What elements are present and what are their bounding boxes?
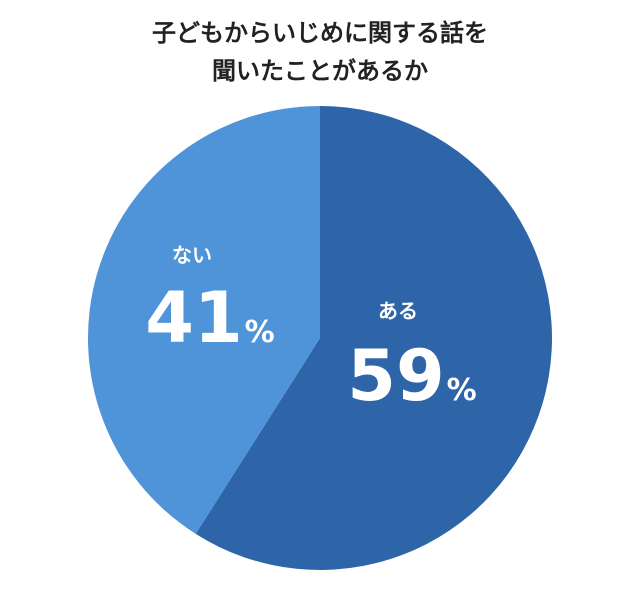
slice-value: 41%	[145, 277, 274, 359]
chart-title: 子どもからいじめに関する話を 聞いたことがあるか	[0, 14, 640, 90]
slice-label: ない	[172, 243, 212, 267]
chart-title-line-1: 子どもからいじめに関する話を	[152, 19, 488, 47]
chart-title-line-2: 聞いたことがあるか	[212, 57, 428, 85]
slice-label: ある	[378, 299, 418, 323]
pie-slice-nai	[88, 106, 320, 534]
pie-slice-aru	[195, 106, 553, 570]
slice-value: 59%	[347, 335, 476, 417]
